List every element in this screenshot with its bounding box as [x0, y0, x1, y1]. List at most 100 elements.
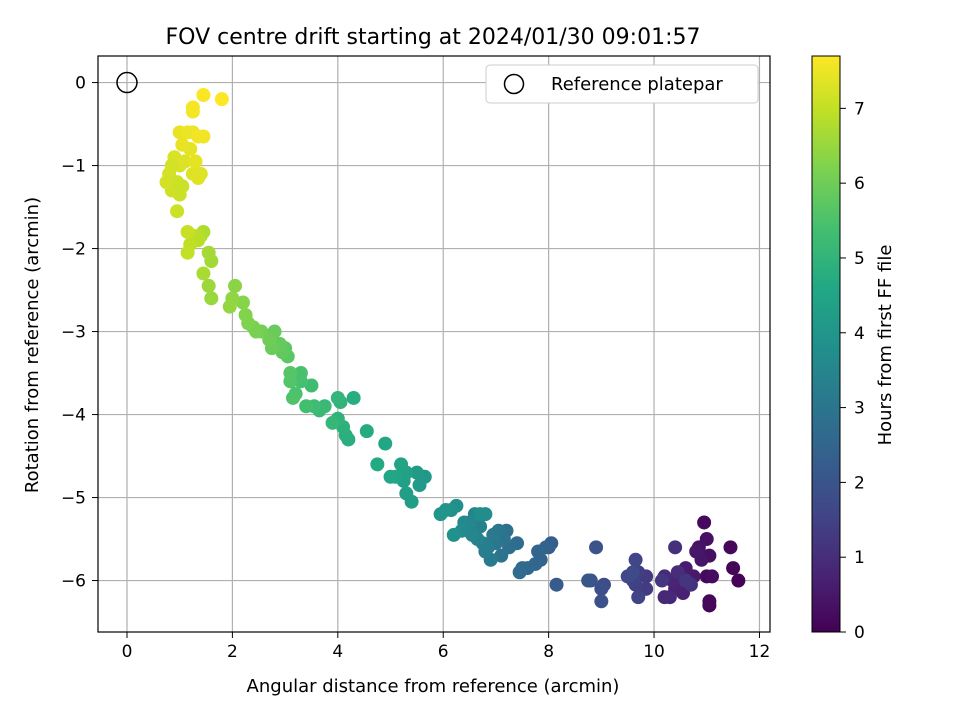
data-point [370, 457, 385, 472]
data-point [723, 540, 738, 555]
x-tick-label: 12 [749, 642, 771, 662]
data-point [238, 307, 253, 322]
data-point [286, 390, 301, 405]
plot-frame [97, 55, 771, 633]
y-tick-label: −5 [61, 489, 86, 509]
y-tick-label: 0 [75, 74, 86, 94]
data-point [359, 424, 374, 439]
data-point [175, 179, 190, 194]
x-tick-label: 4 [332, 642, 343, 662]
legend-marker [503, 73, 525, 95]
data-point [175, 137, 190, 152]
data-point [330, 390, 345, 405]
y-tick-label: −4 [61, 406, 86, 426]
data-point [201, 245, 216, 260]
data-point [204, 291, 219, 306]
data-points [159, 88, 746, 613]
data-point [383, 469, 398, 484]
y-tick-label: −6 [61, 572, 86, 592]
data-point [678, 573, 693, 588]
y-tick-label: −1 [61, 157, 86, 177]
y-axis-ticks: 0 −1 −2 −3 −4 −5 −6 [61, 74, 98, 592]
data-point [531, 544, 546, 559]
data-point [293, 366, 308, 381]
data-point [657, 590, 672, 605]
data-point [180, 245, 195, 260]
data-point [222, 299, 237, 314]
y-tick-label: −2 [61, 240, 86, 260]
data-point [409, 465, 424, 480]
colorbar-ticks: 0 1 2 3 4 5 6 7 [840, 99, 865, 643]
x-tick-label: 10 [643, 642, 665, 662]
data-point [625, 565, 640, 580]
colorbar-label: Hours from first FF file [875, 245, 896, 446]
data-point [346, 390, 361, 405]
data-point [697, 515, 712, 530]
data-point [631, 590, 646, 605]
data-point [581, 573, 596, 588]
data-point [177, 154, 192, 169]
data-point [235, 295, 250, 310]
data-point [180, 224, 195, 239]
data-point [702, 594, 717, 609]
data-point [412, 478, 427, 493]
data-point [170, 204, 185, 219]
y-tick-label: −3 [61, 323, 86, 343]
colorbar-tick-label: 4 [854, 324, 865, 344]
data-point [473, 507, 488, 522]
colorbar-tick-label: 5 [854, 249, 865, 269]
legend: Reference platepar [485, 64, 759, 104]
data-point [731, 573, 746, 588]
x-axis-label: Angular distance from reference (arcmin) [247, 676, 620, 697]
x-tick-label: 2 [227, 642, 238, 662]
x-tick-label: 0 [122, 642, 133, 662]
data-point [164, 158, 179, 173]
data-point [283, 366, 298, 381]
data-point [446, 527, 461, 542]
data-point [628, 552, 643, 567]
reference-platepar-marker [116, 71, 138, 94]
data-point [465, 527, 480, 542]
x-axis-ticks: 0 2 4 6 8 10 12 [122, 632, 771, 662]
colorbar-tick-label: 2 [854, 473, 865, 493]
data-point [668, 540, 683, 555]
legend-entry-reference-platepar: Reference platepar [551, 74, 723, 95]
data-point [196, 129, 211, 144]
data-point [185, 100, 200, 115]
data-point [378, 436, 393, 451]
data-point [304, 378, 319, 393]
data-point [399, 486, 414, 501]
data-point [394, 457, 409, 472]
data-point [705, 569, 720, 584]
legend-box [485, 64, 759, 104]
x-tick-label: 6 [438, 642, 449, 662]
data-point [726, 561, 741, 576]
data-point [325, 415, 340, 430]
data-point [214, 92, 229, 107]
data-point [654, 573, 669, 588]
colorbar-tick-label: 0 [854, 623, 865, 643]
data-point [433, 507, 448, 522]
data-point [494, 548, 509, 563]
colorbar-tick-label: 3 [854, 399, 865, 419]
data-point [486, 527, 501, 542]
data-point [159, 175, 174, 190]
data-point [228, 278, 243, 293]
y-axis-label: Rotation from reference (arcmin) [22, 197, 43, 493]
data-point [589, 540, 604, 555]
colorbar-tick-label: 7 [854, 99, 865, 119]
colorbar-tick-label: 1 [854, 548, 865, 568]
data-point [188, 154, 203, 169]
data-point [689, 544, 704, 559]
data-point [299, 399, 314, 414]
data-point [201, 278, 216, 293]
colorbar-tick-label: 6 [854, 174, 865, 194]
data-point [594, 594, 609, 609]
data-point [196, 266, 211, 281]
colorbar [811, 55, 841, 633]
data-point [549, 577, 564, 592]
data-point [193, 166, 208, 181]
x-tick-label: 8 [543, 642, 554, 662]
